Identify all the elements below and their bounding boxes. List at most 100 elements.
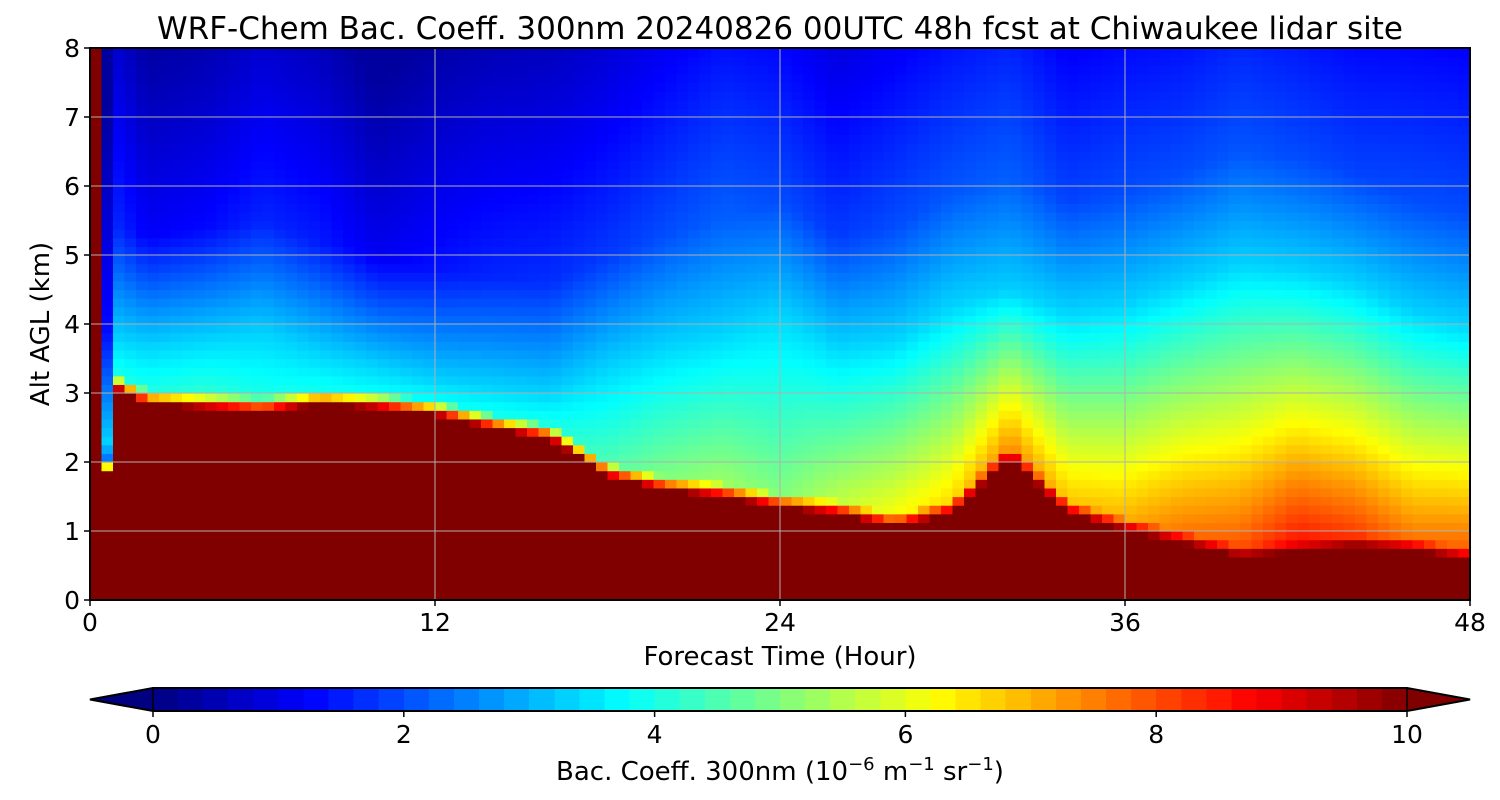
heatmap-cell xyxy=(584,522,597,532)
heatmap-cell xyxy=(550,203,563,213)
heatmap-cell xyxy=(412,410,425,420)
heatmap-cell xyxy=(458,341,471,351)
heatmap-cell xyxy=(803,56,816,66)
heatmap-cell xyxy=(941,349,954,360)
heatmap-cell xyxy=(883,574,896,584)
heatmap-cell xyxy=(699,487,712,498)
heatmap-cell xyxy=(941,531,954,541)
heatmap-cell xyxy=(584,298,597,308)
heatmap-cell xyxy=(791,436,804,446)
heatmap-cell xyxy=(630,48,643,58)
heatmap-cell xyxy=(308,108,321,118)
heatmap-cell xyxy=(814,272,827,282)
heatmap-cell xyxy=(228,280,241,291)
heatmap-cell xyxy=(205,410,218,420)
heatmap-cell xyxy=(412,229,425,239)
heatmap-cell xyxy=(883,82,896,92)
heatmap-cell xyxy=(458,522,471,532)
heatmap-cell xyxy=(941,289,954,299)
heatmap-cell xyxy=(205,453,218,463)
heatmap-cell xyxy=(147,591,160,600)
heatmap-cell xyxy=(515,418,528,429)
heatmap-cell xyxy=(147,168,160,178)
heatmap-cell xyxy=(193,341,206,351)
heatmap-cell xyxy=(101,393,114,403)
heatmap-cell xyxy=(826,539,839,549)
heatmap-cell xyxy=(941,470,954,480)
heatmap-cell xyxy=(895,65,908,75)
heatmap-cell xyxy=(642,531,655,541)
heatmap-cell xyxy=(504,436,517,446)
heatmap-cell xyxy=(676,298,689,308)
heatmap-cell xyxy=(964,168,977,178)
heatmap-cell xyxy=(791,56,804,66)
heatmap-cell xyxy=(653,289,666,299)
heatmap-cell xyxy=(239,203,252,213)
heatmap-cell xyxy=(412,237,425,247)
heatmap-cell xyxy=(573,591,586,600)
heatmap-cell xyxy=(952,306,965,316)
heatmap-cell xyxy=(481,48,494,58)
heatmap-cell xyxy=(745,160,758,170)
heatmap-cell xyxy=(435,91,448,101)
heatmap-cell xyxy=(239,263,252,273)
heatmap-cell xyxy=(791,237,804,247)
heatmap-cell xyxy=(872,151,885,161)
heatmap-cell xyxy=(676,168,689,178)
heatmap-cell xyxy=(745,487,758,498)
heatmap-cell xyxy=(699,211,712,222)
heatmap-cell xyxy=(297,401,310,411)
heatmap-cell xyxy=(412,591,425,600)
heatmap-cell xyxy=(987,591,1000,600)
heatmap-cell xyxy=(538,194,551,204)
heatmap-cell xyxy=(412,496,425,506)
heatmap-cell xyxy=(722,220,735,230)
heatmap-cell xyxy=(389,315,402,325)
heatmap-cell xyxy=(803,513,816,523)
heatmap-cell xyxy=(412,211,425,222)
heatmap-cell xyxy=(343,522,356,532)
heatmap-cell xyxy=(860,565,873,575)
heatmap-cell xyxy=(550,229,563,239)
heatmap-cell xyxy=(987,574,1000,584)
heatmap-cell xyxy=(90,548,103,558)
heatmap-cell xyxy=(193,56,206,66)
heatmap-cell xyxy=(481,393,494,403)
heatmap-cell xyxy=(423,108,436,118)
heatmap-cell xyxy=(377,73,390,84)
heatmap-cell xyxy=(423,496,436,506)
heatmap-cell xyxy=(400,272,413,282)
heatmap-cell xyxy=(803,306,816,316)
heatmap-cell xyxy=(860,522,873,532)
heatmap-cell xyxy=(791,315,804,325)
heatmap-cell xyxy=(941,73,954,84)
heatmap-cell xyxy=(883,582,896,592)
heatmap-cell xyxy=(170,56,183,66)
heatmap-cell xyxy=(883,211,896,222)
heatmap-cell xyxy=(745,582,758,592)
heatmap-cell xyxy=(343,393,356,403)
heatmap-cell xyxy=(711,177,724,187)
heatmap-cell xyxy=(147,194,160,204)
heatmap-cell xyxy=(251,462,264,472)
heatmap-cell xyxy=(239,479,252,489)
heatmap-cell xyxy=(676,134,689,144)
heatmap-cell xyxy=(423,522,436,532)
heatmap-cell xyxy=(653,531,666,541)
heatmap-cell xyxy=(389,91,402,101)
heatmap-cell xyxy=(136,548,149,558)
heatmap-cell xyxy=(975,496,988,506)
heatmap-cell xyxy=(170,117,183,127)
heatmap-cell xyxy=(607,349,620,360)
heatmap-cell xyxy=(435,556,448,567)
heatmap-cell xyxy=(389,151,402,161)
heatmap-cell xyxy=(458,462,471,472)
heatmap-cell xyxy=(596,73,609,84)
heatmap-cell xyxy=(239,496,252,506)
heatmap-cell xyxy=(147,548,160,558)
heatmap-cell xyxy=(343,332,356,342)
heatmap-cell xyxy=(837,151,850,161)
heatmap-cell xyxy=(941,255,954,265)
heatmap-cell xyxy=(538,108,551,118)
heatmap-cell xyxy=(262,280,275,291)
